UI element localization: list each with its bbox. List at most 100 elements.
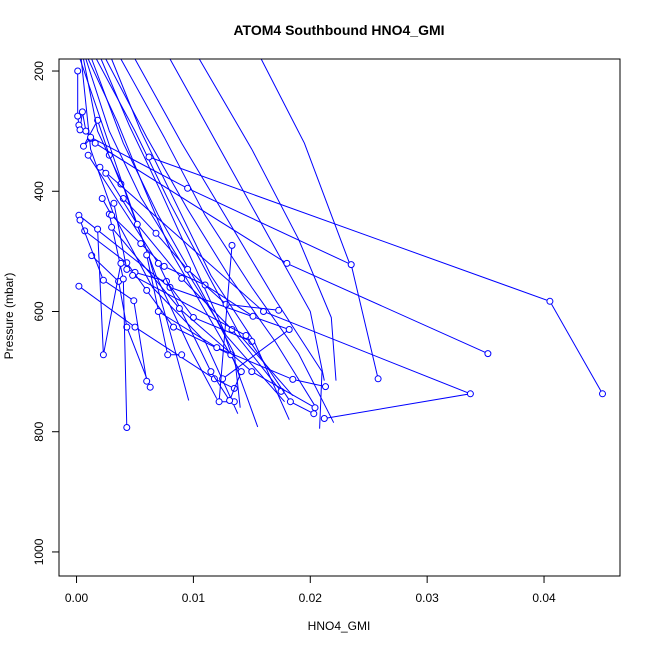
data-point <box>119 275 127 283</box>
data-point <box>178 351 186 359</box>
data-point <box>99 276 107 284</box>
data-point <box>484 350 492 358</box>
series-line <box>111 226 316 409</box>
data-point <box>175 305 183 312</box>
data-point <box>143 377 151 385</box>
data-point <box>78 108 86 116</box>
y-tick-label: 200 <box>32 61 46 81</box>
data-point <box>286 398 294 406</box>
data-point <box>123 265 131 273</box>
data-point <box>131 323 139 331</box>
data-point <box>137 240 145 248</box>
x-axis-label: HNO4_GMI <box>308 619 371 633</box>
data-point <box>546 297 554 305</box>
data-point <box>123 323 131 331</box>
data-point <box>117 259 125 267</box>
data-point <box>213 344 221 352</box>
series-line <box>260 59 351 265</box>
series-line <box>111 59 290 420</box>
data-point <box>91 139 99 147</box>
series-line <box>113 203 252 342</box>
data-point <box>154 308 162 315</box>
y-axis: 200 400 600 800 1000 <box>32 61 60 565</box>
data-point <box>130 297 138 305</box>
series-line <box>78 285 235 389</box>
data-point <box>110 199 118 207</box>
y-tick-label: 1000 <box>32 538 46 565</box>
data-point <box>74 67 82 75</box>
x-tick-label: 0.00 <box>65 591 89 605</box>
data-point <box>184 184 192 192</box>
series-line <box>90 136 379 379</box>
data-point <box>160 262 168 270</box>
data-point <box>76 126 84 134</box>
data-point <box>146 383 154 391</box>
data-point <box>145 153 153 161</box>
data-point <box>108 211 116 219</box>
data-point <box>310 410 318 418</box>
series-line <box>148 156 603 395</box>
series-line <box>95 59 294 397</box>
data-point <box>226 397 234 404</box>
series-line <box>169 59 325 381</box>
data-point <box>374 375 382 383</box>
data-point <box>143 251 151 259</box>
data-point <box>102 169 110 177</box>
data-point <box>249 312 257 320</box>
data-point <box>222 300 230 308</box>
data-point <box>285 326 293 333</box>
x-axis: 0.00 0.01 0.02 0.03 0.04 <box>65 575 556 605</box>
data-point <box>164 351 172 359</box>
data-point <box>96 163 104 171</box>
data-point <box>76 216 84 224</box>
data-point <box>347 261 355 269</box>
x-tick-label: 0.04 <box>532 591 556 605</box>
data-point <box>242 332 250 339</box>
y-tick-label: 400 <box>32 181 46 201</box>
series-line <box>78 214 291 380</box>
plot-frame <box>58 58 621 577</box>
data-point <box>237 368 245 376</box>
series-line <box>158 311 326 388</box>
data-point <box>283 259 291 267</box>
y-tick-label: 600 <box>32 301 46 321</box>
series-line <box>87 59 241 372</box>
y-axis-label: Pressure (mbar) <box>2 273 16 360</box>
data-point <box>87 133 95 141</box>
y-tick-label: 800 <box>32 421 46 441</box>
data-point <box>207 368 215 376</box>
data-point <box>189 314 197 321</box>
plot-content <box>74 59 606 431</box>
data-point <box>466 390 474 398</box>
data-point <box>228 241 236 249</box>
series-line <box>105 59 317 408</box>
data-point <box>98 195 106 202</box>
data-point <box>75 282 83 290</box>
data-point <box>210 375 218 383</box>
data-point <box>320 415 328 422</box>
x-tick-label: 0.03 <box>415 591 439 605</box>
data-point <box>99 351 107 359</box>
data-point <box>133 220 141 228</box>
data-point <box>599 390 606 398</box>
data-point <box>80 142 87 150</box>
series-line <box>80 59 239 414</box>
data-point <box>108 223 116 231</box>
data-point <box>178 274 186 282</box>
data-point <box>260 308 267 315</box>
data-point <box>311 404 319 412</box>
series-line <box>198 59 337 381</box>
chart-title: ATOM4 Southbound HNO4_GMI <box>233 22 444 38</box>
data-point <box>129 271 137 279</box>
x-tick-label: 0.02 <box>299 591 323 605</box>
data-point <box>248 368 256 376</box>
data-point <box>143 286 151 294</box>
series-line <box>120 59 335 423</box>
data-point <box>184 265 192 273</box>
data-point <box>84 151 92 159</box>
data-point <box>74 112 82 120</box>
series-line <box>85 59 259 428</box>
data-point <box>123 424 131 431</box>
data-point <box>289 375 297 383</box>
